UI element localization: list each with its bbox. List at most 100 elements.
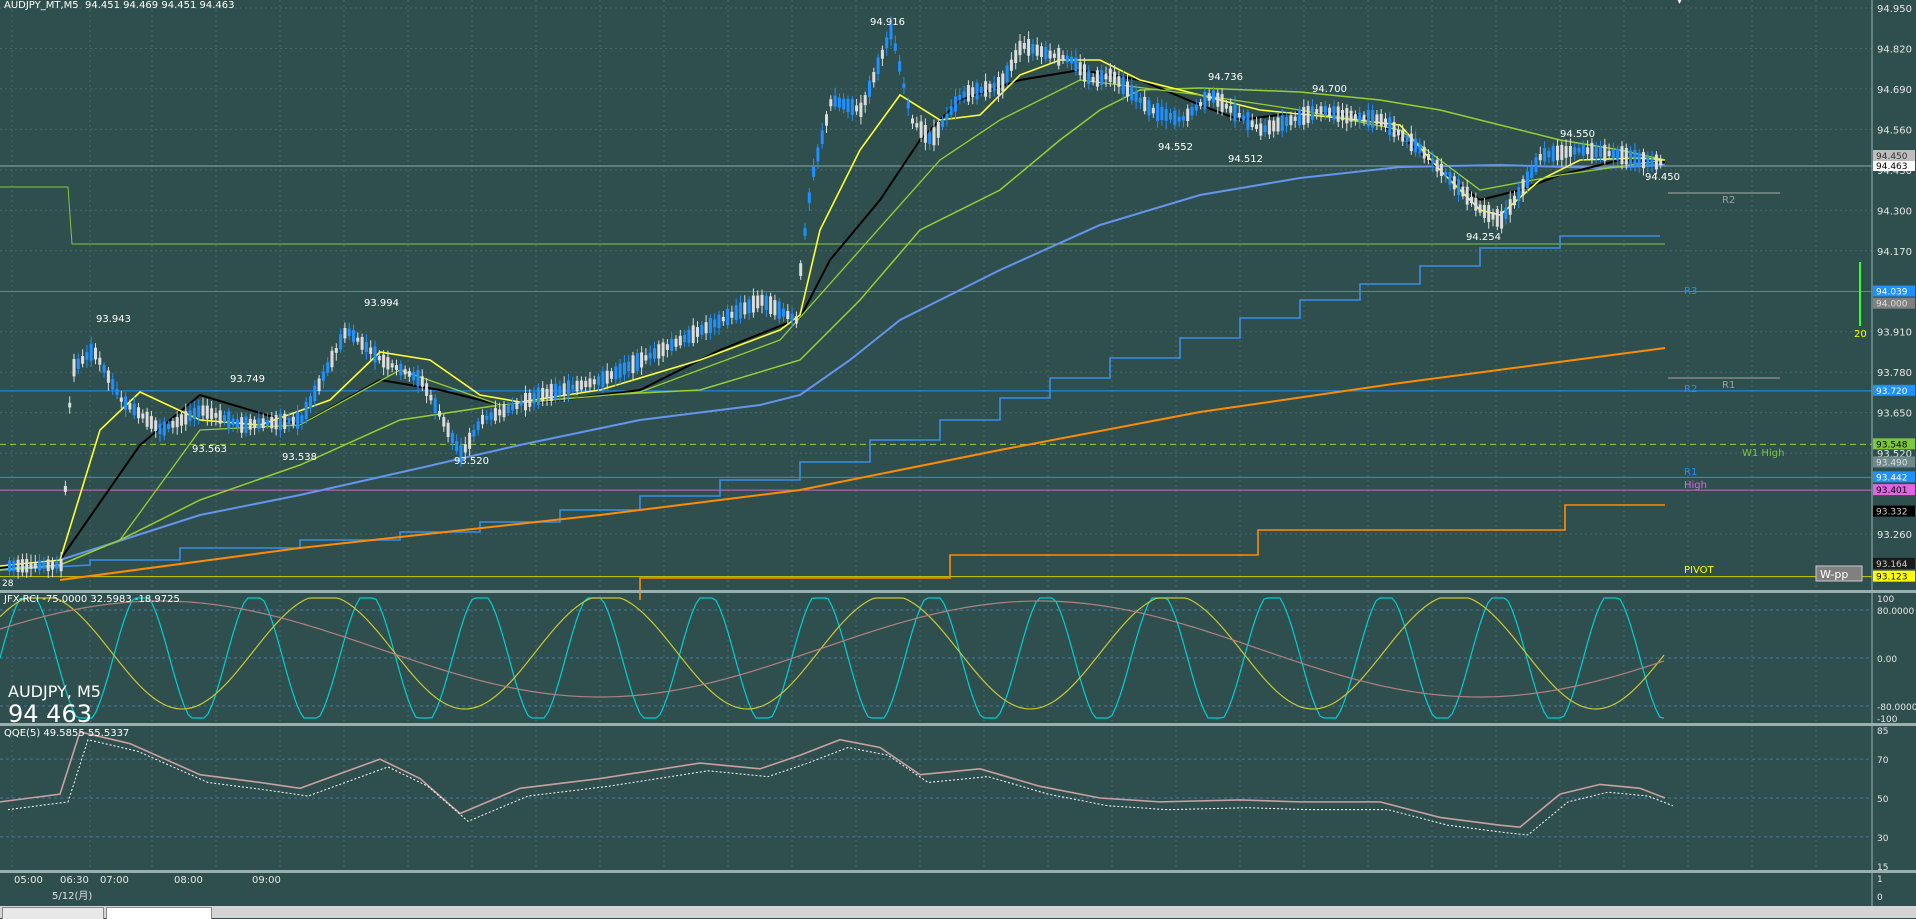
candle-body	[309, 396, 312, 408]
candle-body	[1169, 113, 1172, 120]
candle-body	[1388, 117, 1392, 136]
candle-body	[1547, 150, 1551, 158]
volume-marker-label: 20	[1854, 329, 1867, 340]
candle-body	[248, 418, 252, 430]
candle-body	[81, 356, 85, 364]
swing-price-labels: 93.943 93.994 93.749 93.563 93.538 93.520 94.9…	[96, 17, 1680, 467]
candle-body	[425, 383, 429, 396]
price-axis-label: 94.820	[1877, 44, 1912, 55]
candle-body	[868, 80, 871, 97]
extra-axis-label: 0	[1877, 893, 1883, 903]
candle-body	[1126, 81, 1129, 97]
chart-tab-2-active[interactable]	[106, 907, 212, 919]
candle-body	[954, 96, 957, 112]
candle-body	[807, 192, 811, 203]
candle-body	[1521, 179, 1525, 196]
candle-body	[1465, 186, 1469, 205]
candle-body	[257, 418, 261, 429]
candle-body	[1508, 199, 1512, 215]
candle-body	[1074, 57, 1078, 72]
candle-body	[149, 416, 153, 429]
candle-body	[1259, 123, 1263, 136]
rci-axis-label: 80.0000	[1877, 607, 1914, 617]
candle-body	[1650, 158, 1654, 166]
candle-body	[1439, 163, 1443, 177]
qqe-axis-label: 30	[1877, 834, 1889, 844]
swing-label: 94.916	[870, 17, 905, 28]
candle-body	[1556, 145, 1559, 161]
candle-body	[244, 416, 248, 433]
candle-body	[253, 419, 257, 429]
swing-label: 94.254	[1466, 232, 1501, 243]
candle-body	[407, 371, 411, 377]
chart-tab-1[interactable]	[2, 907, 104, 919]
rci-indicator-pane	[0, 597, 1872, 719]
candle-body	[377, 355, 381, 361]
candle-body	[571, 384, 575, 390]
candle-body	[1229, 106, 1233, 113]
candle-body	[373, 346, 377, 363]
candle-body	[1435, 159, 1439, 172]
rci-title: JFX-RCI -75.0000 32.5983 -18.9725	[4, 594, 180, 605]
candle-body	[1517, 187, 1521, 201]
badge-pivot: 93.123	[1876, 573, 1908, 583]
candle-body	[1543, 147, 1547, 162]
candle-body	[751, 295, 755, 313]
swing-label: 94.450	[1645, 172, 1680, 183]
candle-body	[59, 558, 63, 572]
candle-body	[614, 366, 618, 380]
shift-marker-icon[interactable]: ▾	[1677, 0, 1683, 7]
candle-body	[283, 413, 287, 430]
candle-body	[481, 414, 484, 425]
green-step-line	[0, 186, 1665, 245]
label-r3: R3	[1684, 286, 1697, 297]
candle-body	[235, 419, 239, 428]
candle-body	[158, 423, 162, 435]
candle-body	[1160, 106, 1164, 121]
candle-body	[696, 327, 699, 337]
candle-body	[601, 371, 605, 388]
candle-body	[223, 415, 226, 423]
blue-step-line	[0, 235, 1660, 571]
candle-body	[588, 378, 592, 388]
candle-body	[124, 396, 128, 410]
candle-body	[334, 348, 338, 353]
candle-body	[1134, 91, 1138, 102]
candle-body	[730, 311, 734, 318]
candle-body	[1392, 122, 1396, 137]
candle-body	[1199, 102, 1203, 107]
candle-body	[743, 302, 747, 315]
candle-body	[1130, 85, 1134, 101]
candle-body	[1164, 109, 1168, 121]
candle-body	[1513, 195, 1516, 206]
swing-label: 93.538	[282, 452, 317, 463]
candle-body	[1534, 157, 1538, 173]
candle-body	[201, 405, 205, 416]
badge-r3: 94.039	[1876, 288, 1908, 298]
rci-axis-label: -80.0000	[1877, 703, 1916, 713]
ma-mid-green	[0, 79, 1666, 571]
candle-body	[579, 380, 583, 390]
candle-body	[1108, 68, 1112, 82]
candle-body	[1375, 114, 1379, 125]
candle-body	[1143, 96, 1147, 112]
candle-body	[1246, 112, 1250, 130]
level-labels: R2 R3 R2 R1 W1 High R1 High PIVOT W-pp 20 28	[2, 195, 1867, 589]
candle-body	[154, 420, 158, 431]
candle-body	[403, 369, 407, 375]
candle-body	[1121, 76, 1125, 95]
candle-body	[657, 344, 661, 359]
candle-body	[1590, 142, 1594, 160]
candle-body	[562, 383, 566, 396]
price-axis-label: 94.950	[1877, 4, 1912, 15]
candle-body	[261, 418, 265, 429]
candle-body	[1478, 204, 1482, 213]
time-axis-label: 07:00	[100, 875, 129, 886]
qqe-axis-label: 15	[1877, 863, 1888, 873]
badge-high-bg	[1873, 484, 1915, 496]
candle-body	[979, 86, 983, 94]
candle-body	[1654, 154, 1658, 170]
